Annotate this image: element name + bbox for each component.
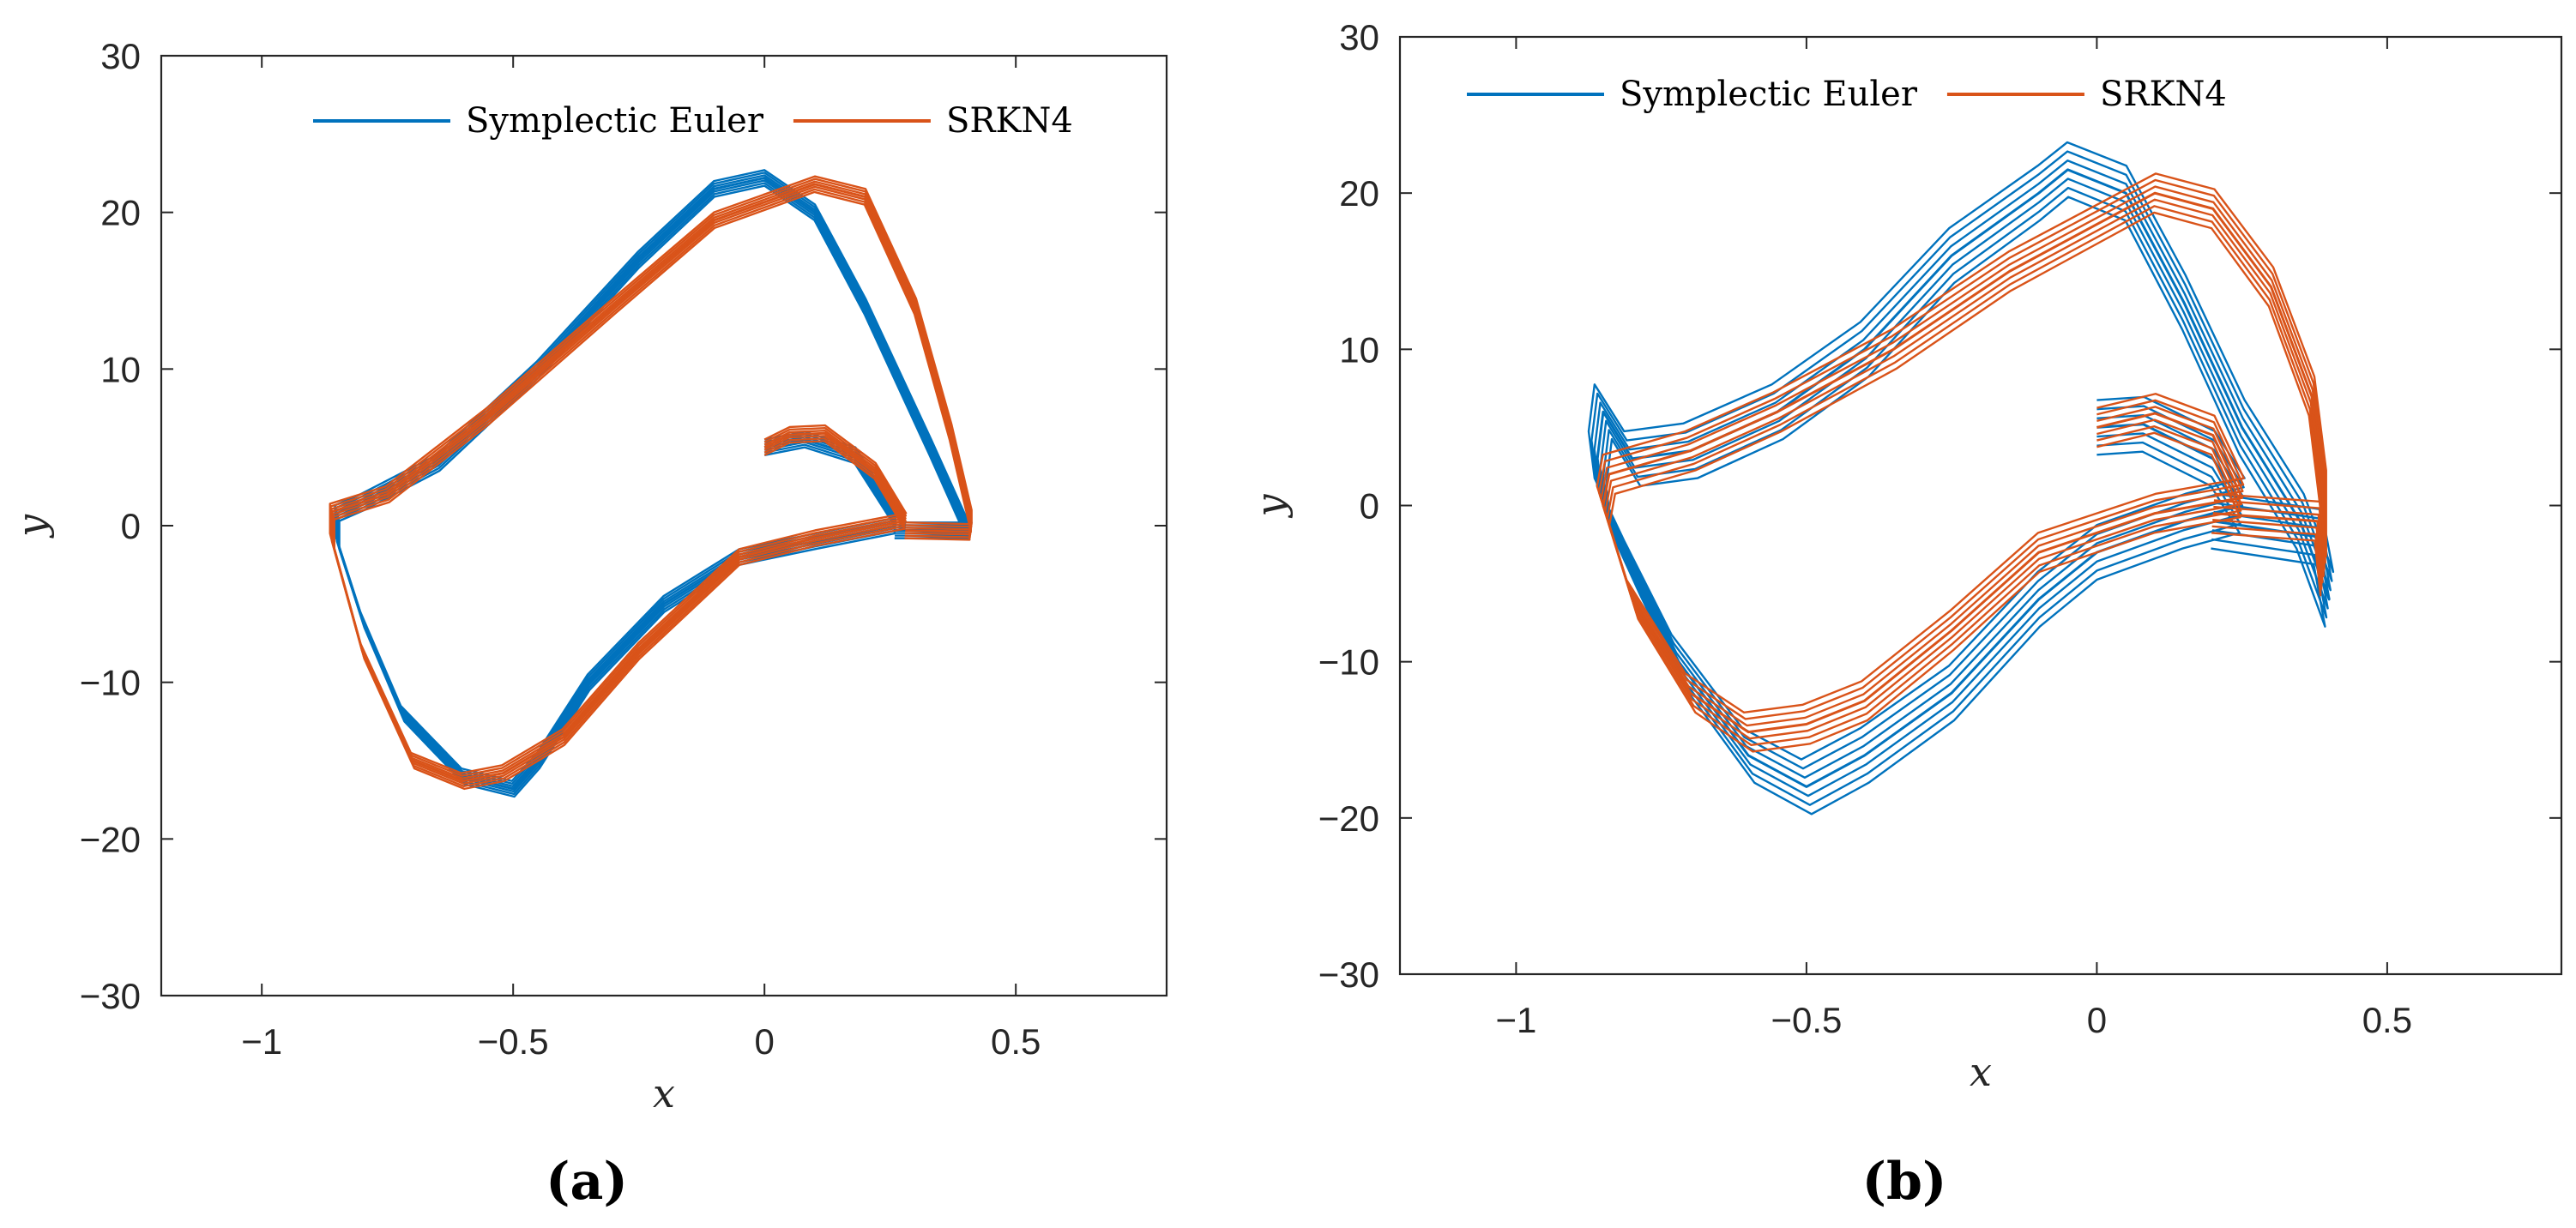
plot-area [329,169,973,798]
axes-box [160,54,1168,997]
legend-label: SRKN4 [946,101,1073,141]
y-axis-label: y [9,514,55,539]
series-srkn4 [329,175,973,791]
y-tick-label: 0 [121,506,141,546]
x-axis-label: x [1970,1049,1992,1095]
series-srkn4 [1596,172,2327,753]
y-tick-label: 10 [1339,329,1379,370]
y-tick-label: −10 [80,663,141,703]
y-tick-label: −10 [1318,642,1379,683]
legend-label: Symplectic Euler [466,101,764,141]
x-tick-label: 0 [755,1021,775,1062]
panel-label: (a) [546,1152,628,1212]
series-line [1587,141,2335,761]
legend-label: Symplectic Euler [1620,75,1918,114]
panel-b: −1 −0.5 0 0.5 −30 −20 −10 0 10 20 30 x y Symplectic E… [1247,17,2563,1212]
y-tick-label: −20 [1318,798,1379,839]
x-tick-label: 0.5 [991,1021,1041,1062]
series-line [1599,178,2329,798]
x-axis-label: x [653,1070,675,1117]
series-line [329,175,973,774]
legend: Symplectic Euler SRKN4 [313,101,1073,141]
series-line [1600,185,2326,727]
series-line [1597,178,2326,720]
series-line [1606,205,2323,747]
panel-label: (b) [1862,1152,1947,1212]
x-tick-label: 0.5 [2362,1000,2412,1040]
y-tick-label: −20 [80,819,141,859]
legend-label: SRKN4 [2100,75,2227,114]
y-tick-label: 20 [1339,173,1379,214]
y-tick-label: −30 [80,976,141,1016]
y-tick-label: 0 [1360,486,1379,527]
y-tick-label: 30 [1339,17,1379,57]
series-line [1604,198,2324,740]
series-line [1605,196,2326,816]
series-line [1602,191,2325,734]
x-tick-label: −0.5 [478,1021,549,1062]
x-tick-label: −1 [241,1021,282,1062]
x-tick-label: −0.5 [1771,1000,1842,1040]
panel-a: −1 −0.5 0 0.5 −30 −20 −10 0 10 20 30 x y Symplectic E… [9,36,1168,1212]
plot-area [1587,141,2335,816]
legend: Symplectic Euler SRKN4 [1467,75,2227,114]
series-line [1593,160,2332,779]
series-line [1608,211,2322,753]
y-tick-label: 30 [100,36,141,76]
x-tick-label: 0 [2087,1000,2107,1040]
y-tick-label: 20 [100,193,141,233]
y-tick-label: −30 [1318,954,1379,995]
series-line [1596,172,2327,714]
y-axis-label: y [1247,494,1294,519]
y-tick-label: 10 [100,349,141,389]
x-tick-label: −1 [1495,1000,1536,1040]
axes-box [1398,35,2563,976]
